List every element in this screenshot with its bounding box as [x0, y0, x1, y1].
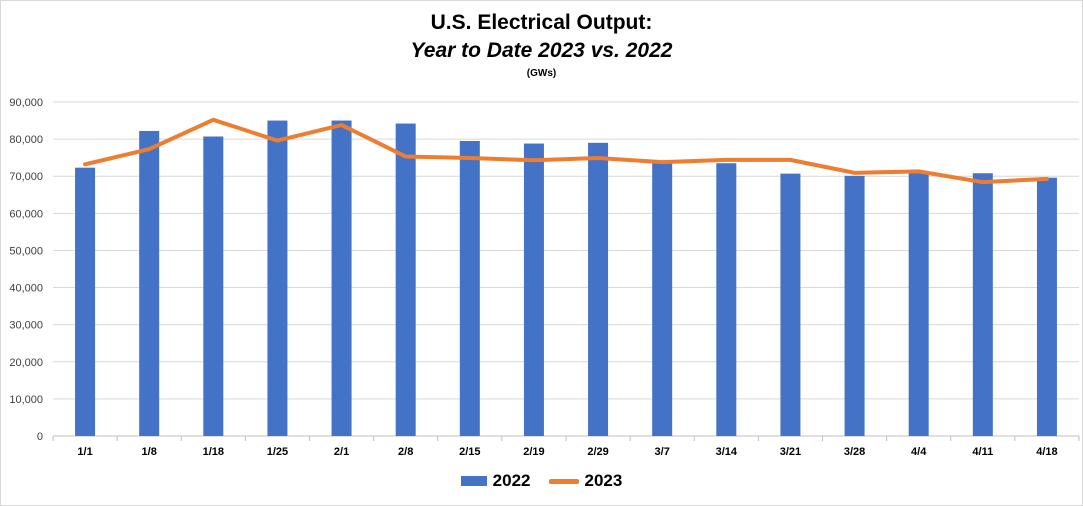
x-tick-label: 4/11 [972, 446, 993, 458]
bar-2022 [395, 123, 416, 436]
y-tick-label: 0 [37, 431, 43, 443]
x-tick-label: 1/18 [203, 446, 224, 458]
legend-swatch-2023 [548, 478, 579, 484]
x-tick-label: 2/19 [523, 446, 544, 458]
bar-2022 [780, 173, 801, 436]
line-2023 [83, 117, 1049, 185]
bar-2022 [203, 136, 224, 436]
bar-2022 [139, 130, 160, 437]
x-tick-label: 4/4 [911, 446, 927, 458]
x-tick-label: 2/29 [587, 446, 608, 458]
legend-swatch-2022 [460, 476, 487, 486]
chart-subtitle: Year to Date 2023 vs. 2022 [410, 39, 673, 62]
bar-2022 [331, 120, 352, 437]
chart-legend: 2022 2023 [1, 471, 1082, 491]
chart-unit-label: (GWs) [526, 68, 557, 79]
y-tick-label: 40,000 [9, 283, 43, 295]
x-tick-label: 1/1 [77, 446, 92, 458]
y-tick-label: 20,000 [9, 357, 43, 369]
x-tick-label: 3/28 [844, 446, 865, 458]
legend-label-2022: 2022 [492, 471, 531, 490]
bar-2022 [908, 173, 929, 436]
y-tick-label: 50,000 [9, 245, 43, 257]
bar-2022 [588, 142, 609, 437]
bar-2022 [844, 175, 865, 436]
chart-plot: 0 10,000 20,000 30,000 40,000 50,000 60,000 70,… [9, 97, 1080, 458]
bar-2022 [459, 140, 480, 436]
bar-2022 [1036, 177, 1057, 436]
y-tick-label: 10,000 [9, 394, 43, 406]
bar-2022 [267, 120, 288, 437]
y-tick-label: 60,000 [9, 208, 43, 220]
chart-title: U.S. Electrical Output: [430, 11, 653, 34]
x-tick-label: 1/8 [142, 446, 157, 458]
x-tick-label: 2/15 [459, 446, 480, 458]
legend-label-2023: 2023 [584, 471, 623, 490]
x-tick-label: 3/14 [716, 446, 738, 458]
y-tick-label: 80,000 [9, 134, 43, 146]
legend-item-2022: 2022 [460, 471, 531, 491]
x-tick-label: 2/8 [398, 446, 413, 458]
bar-2022 [716, 163, 737, 436]
y-tick-label: 70,000 [9, 171, 43, 183]
x-tick-label: 3/7 [655, 446, 670, 458]
bar-2022 [652, 163, 673, 436]
y-tick-label: 30,000 [9, 320, 43, 332]
bar-2022 [523, 143, 544, 436]
legend-item-2023: 2023 [548, 471, 623, 491]
x-tick-label: 2/1 [334, 446, 349, 458]
bar-2022 [75, 167, 96, 437]
title-block: U.S. Electrical Output: Year to Date 202… [1, 9, 1082, 81]
x-tick-label: 4/18 [1036, 446, 1057, 458]
x-tick-label: 3/21 [780, 446, 801, 458]
x-tick-label: 1/25 [267, 446, 288, 458]
bar-2022 [972, 173, 993, 436]
y-tick-label: 90,000 [9, 97, 43, 109]
